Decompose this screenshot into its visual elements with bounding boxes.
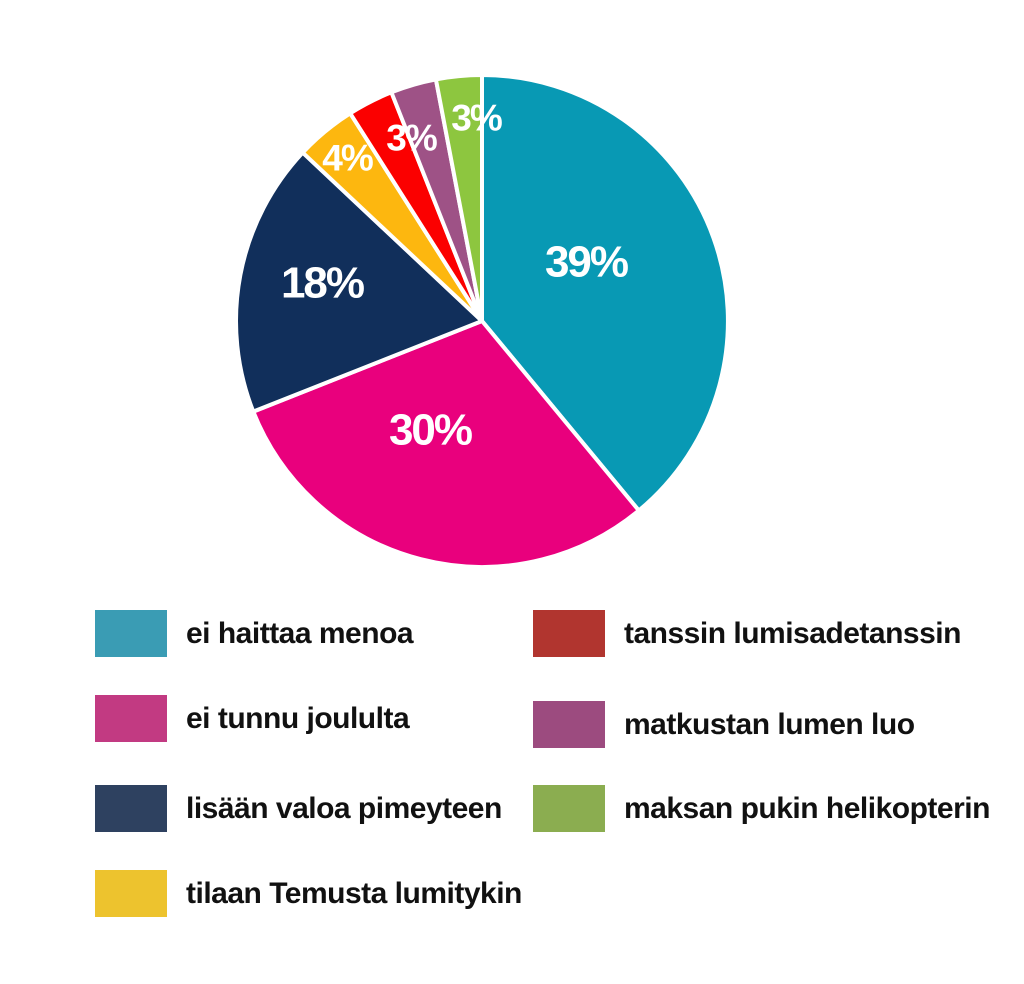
legend-item: matkustan lumen luo	[533, 701, 915, 748]
legend-label: matkustan lumen luo	[624, 707, 915, 741]
pie-slice-2	[251, 319, 641, 569]
legend-swatch-purple	[533, 701, 605, 748]
legend-swatch-red	[533, 610, 605, 657]
legend-swatch-magenta	[95, 695, 167, 742]
pie-percent-label: 39%	[545, 238, 628, 287]
legend-label: ei haittaa menoa	[186, 616, 414, 650]
pie-slice-1	[480, 73, 730, 513]
legend-item: ei tunnu joululta	[95, 695, 410, 742]
pie-slice-7	[433, 73, 484, 323]
legend-label: tanssin lumisadetanssin	[624, 616, 961, 650]
pie-percent-label: 30%	[389, 406, 472, 455]
legend-item: lisään valoa pimeyteen	[95, 785, 502, 832]
legend-item: maksan pukin helikopterin	[533, 785, 990, 832]
legend-label: lisään valoa pimeyteen	[186, 791, 502, 825]
legend-item: tanssin lumisadetanssin	[533, 610, 961, 657]
legend-label: maksan pukin helikopterin	[624, 791, 990, 825]
legend-label: tilaan Temusta lumitykin	[186, 876, 522, 910]
legend-swatch-teal	[95, 610, 167, 657]
legend-swatch-navy	[95, 785, 167, 832]
pie-percent-label: 3%	[386, 118, 437, 159]
legend-swatch-yellow	[95, 870, 167, 917]
pie-slice-3	[234, 150, 484, 414]
legend-item: ei haittaa menoa	[95, 610, 414, 657]
legend-swatch-green	[533, 785, 605, 832]
pie-percent-label: 18%	[281, 259, 364, 308]
pie-percent-label: 3%	[451, 98, 502, 139]
legend-item: tilaan Temusta lumitykin	[95, 870, 522, 917]
legend-label: ei tunnu joululta	[186, 701, 410, 735]
pie-percent-label: 4%	[322, 138, 373, 179]
